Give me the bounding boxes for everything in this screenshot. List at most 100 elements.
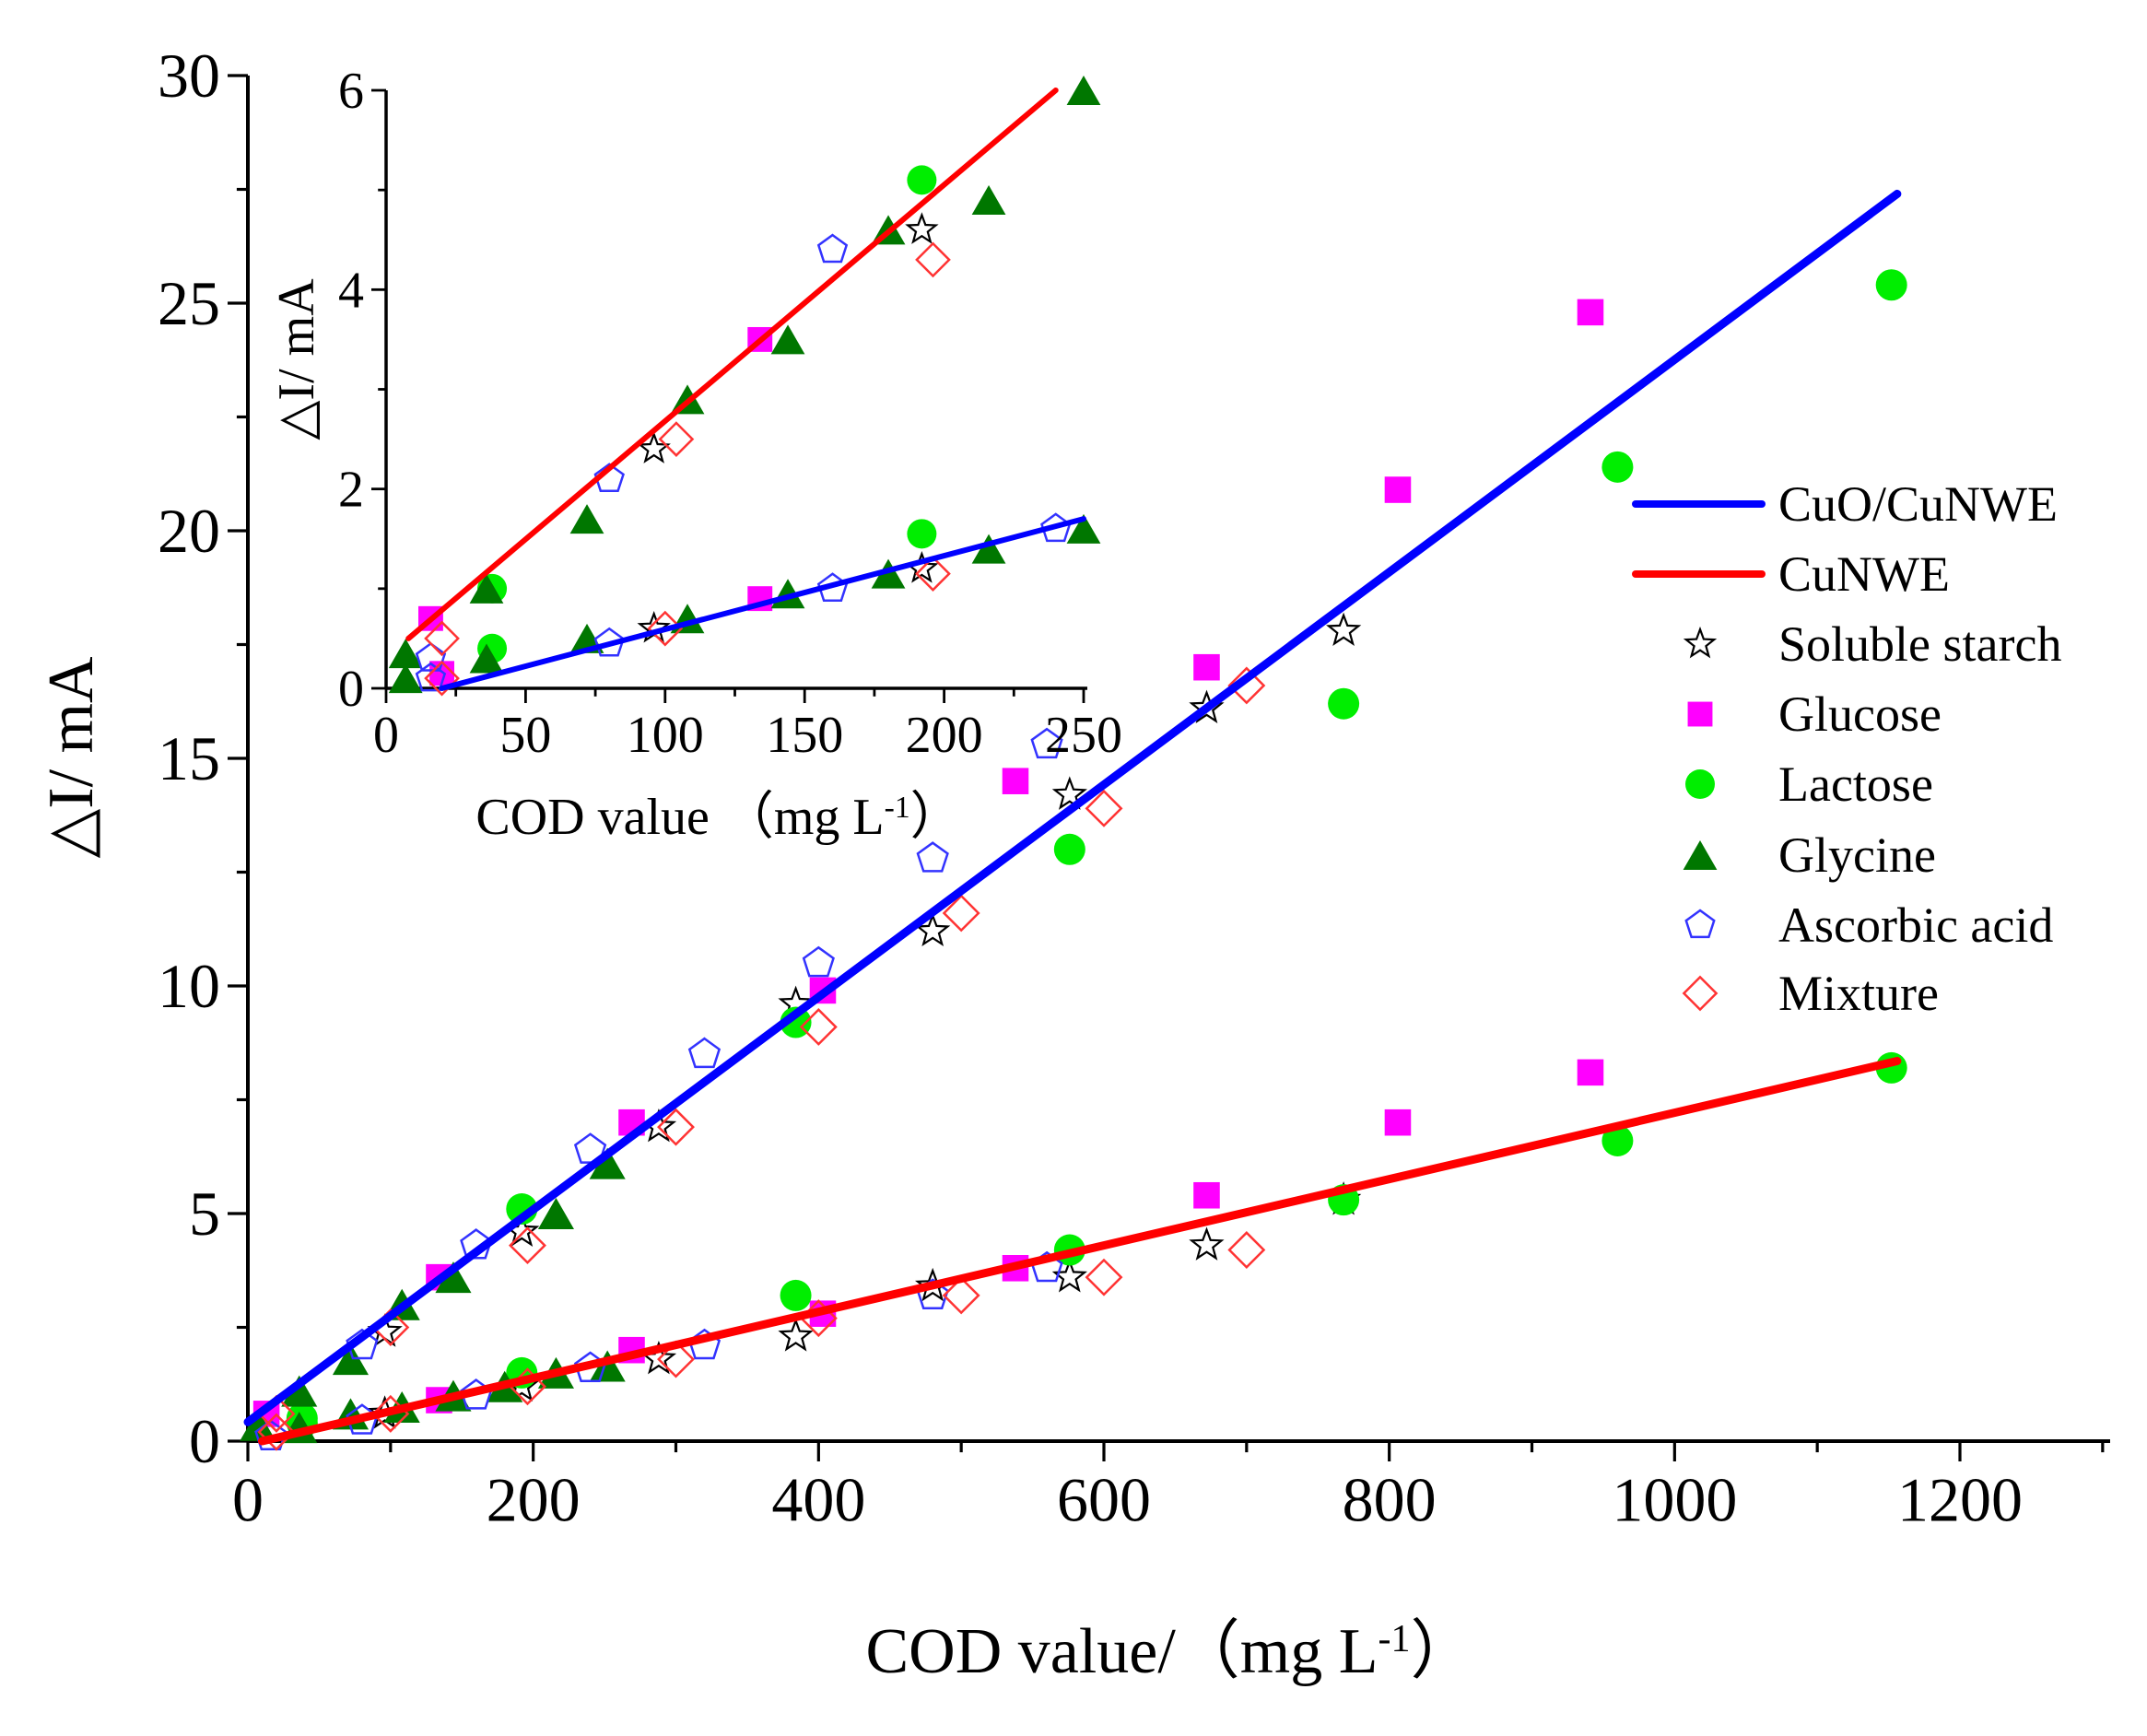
data-point xyxy=(657,1340,695,1378)
data-point xyxy=(1875,269,1907,301)
x-tick-label: 100 xyxy=(627,707,704,764)
legend-label: CuNWE xyxy=(1778,546,1950,602)
data-point xyxy=(1189,1226,1225,1261)
data-point xyxy=(1577,299,1604,326)
y-axis-label: △I/ mA xyxy=(268,278,325,440)
legend-item-lactose: Lactose xyxy=(1685,757,1933,812)
data-point xyxy=(1066,76,1101,105)
data-point xyxy=(778,1318,814,1352)
data-point xyxy=(802,945,835,978)
data-point xyxy=(1326,612,1362,646)
legend-label: Soluble starch xyxy=(1778,616,2061,672)
x-tick-label: 600 xyxy=(1057,1465,1151,1535)
data-point xyxy=(907,165,937,195)
legend-marker xyxy=(1685,769,1715,799)
legend-item-soluble-starch: Soluble starch xyxy=(1683,616,2061,672)
data-point xyxy=(469,573,504,604)
data-point xyxy=(1085,789,1123,827)
legend-label: Glycine xyxy=(1778,827,1936,883)
data-point xyxy=(907,519,937,549)
y-tick-label: 25 xyxy=(158,268,220,338)
y-tick-label: 5 xyxy=(189,1179,220,1249)
series-lactose xyxy=(286,269,1907,1439)
data-point xyxy=(1384,476,1412,503)
data-point xyxy=(647,610,684,647)
y-tick-label: 4 xyxy=(338,262,364,319)
legend: CuO/CuNWE CuNWE Soluble starch Glucose Lacto… xyxy=(1632,476,2061,1021)
data-point xyxy=(1051,776,1087,810)
data-point xyxy=(942,1276,980,1315)
data-point xyxy=(593,463,625,493)
data-point xyxy=(1577,1059,1604,1086)
data-point xyxy=(388,663,423,694)
data-point xyxy=(871,558,906,589)
data-point xyxy=(799,1007,838,1046)
data-point xyxy=(509,1226,546,1265)
fit-line-cuo-cunwe xyxy=(439,516,1086,691)
data-point xyxy=(1601,1124,1634,1156)
legend-label: CuO/CuNWE xyxy=(1778,476,2058,532)
y-tick-label: 0 xyxy=(338,661,364,718)
x-tick-label: 200 xyxy=(906,707,983,764)
inset-plot: 0 50 100 150 200 250 0 2 4 6 COD value （mg L-1） △I/… xyxy=(268,63,1122,846)
data-point xyxy=(915,241,951,278)
y-tick-label: 30 xyxy=(158,41,220,111)
fit-line-cunwe xyxy=(405,88,1059,641)
legend-item-glucose: Glucose xyxy=(1687,686,1942,742)
x-tick-label: 400 xyxy=(771,1465,865,1535)
data-point xyxy=(1002,768,1029,794)
data-point xyxy=(971,184,1006,215)
data-point xyxy=(257,1413,296,1451)
fit-line-cuo-cunwe xyxy=(243,189,1902,1426)
series-mixture xyxy=(424,241,951,697)
data-point xyxy=(1030,727,1063,759)
data-point xyxy=(916,841,949,873)
data-point xyxy=(1053,833,1085,865)
data-point xyxy=(589,1147,626,1179)
x-tick-label: 1000 xyxy=(1612,1465,1737,1535)
legend-label: Lactose xyxy=(1778,757,1933,812)
y-tick-label: 20 xyxy=(158,496,220,566)
x-tick-label: 250 xyxy=(1045,707,1122,764)
x-tick-label: 200 xyxy=(487,1465,581,1535)
legend-item-mixture: Mixture xyxy=(1682,966,1939,1021)
x-tick-label: 800 xyxy=(1343,1465,1437,1535)
data-point xyxy=(1227,666,1266,705)
legend-label: Ascorbic acid xyxy=(1778,897,2053,953)
legend-item-glycine: Glycine xyxy=(1683,827,1936,883)
data-point xyxy=(388,639,423,669)
data-point xyxy=(1066,513,1101,544)
legend-item-cunwe: CuNWE xyxy=(1632,546,1950,602)
data-point xyxy=(1328,687,1360,720)
data-point xyxy=(687,1037,722,1069)
data-point xyxy=(435,1261,472,1294)
data-point xyxy=(537,1198,574,1229)
data-point xyxy=(424,620,460,657)
series-mixture xyxy=(257,666,1266,1451)
data-point xyxy=(1193,653,1220,681)
legend-item-cuo-cunwe: CuO/CuNWE xyxy=(1632,476,2058,532)
y-tick-label: 6 xyxy=(338,63,364,120)
data-point xyxy=(469,643,504,674)
legend-marker xyxy=(1687,701,1713,727)
x-tick-label: 50 xyxy=(499,707,551,764)
series-glucose xyxy=(252,299,1604,1427)
data-point xyxy=(240,1409,276,1441)
data-point xyxy=(915,556,951,592)
data-point xyxy=(281,1375,318,1407)
data-point xyxy=(332,1343,370,1376)
y-axis-label: △I/ mA xyxy=(36,656,107,859)
data-point xyxy=(1193,1181,1220,1209)
fit-line-cunwe xyxy=(257,1057,1902,1446)
legend-marker xyxy=(1684,909,1716,939)
legend-item-ascorbic-acid: Ascorbic acid xyxy=(1684,897,2053,953)
data-point xyxy=(1601,451,1634,483)
x-axis-label: COD value/（mg L-1） xyxy=(865,1616,1474,1687)
y-tick-label: 15 xyxy=(158,723,220,793)
data-point xyxy=(915,912,951,947)
y-tick-label: 10 xyxy=(158,951,220,1021)
series-glycine xyxy=(388,76,1101,694)
data-point xyxy=(424,660,460,697)
data-point xyxy=(780,1279,812,1311)
